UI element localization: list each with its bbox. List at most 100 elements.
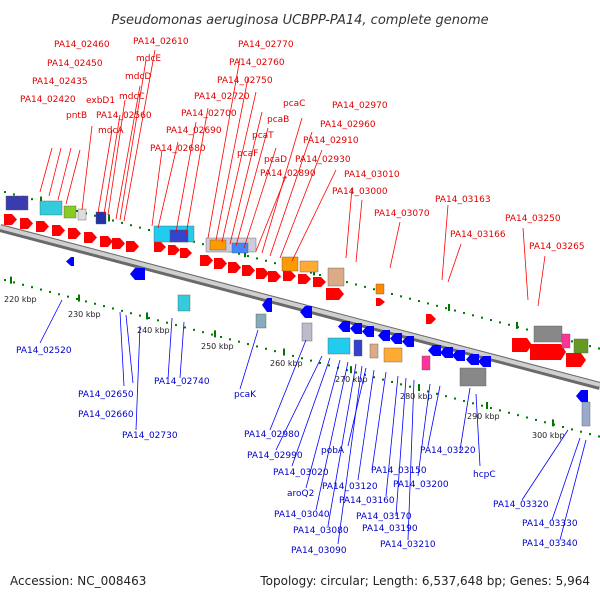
domain-box bbox=[327, 337, 351, 355]
major-tick bbox=[244, 250, 246, 258]
reverse-gene-arrow bbox=[576, 390, 588, 402]
track-dot bbox=[139, 226, 141, 229]
forward-gene-arrow bbox=[100, 236, 113, 247]
major-tick bbox=[486, 401, 488, 409]
track-dot bbox=[373, 376, 375, 379]
gene-label: PA14_02435 bbox=[32, 77, 88, 87]
forward-gene-arrow bbox=[200, 255, 213, 266]
domain-box bbox=[459, 367, 487, 387]
forward-gene-labels: PA14_02460 PA14_02610 PA14_02770 PA14_02… bbox=[20, 37, 585, 252]
label-leader bbox=[417, 383, 431, 477]
label-leader bbox=[357, 369, 375, 481]
track-dot bbox=[400, 383, 402, 386]
track-dot bbox=[139, 314, 141, 317]
label-leader bbox=[395, 377, 407, 517]
track-dot bbox=[319, 362, 321, 365]
track-dot bbox=[202, 243, 204, 246]
gene-label: PA14_03090 bbox=[291, 546, 347, 556]
domain-box bbox=[169, 229, 189, 243]
gene-label: PA14_03330 bbox=[522, 519, 578, 529]
track-dot bbox=[274, 350, 276, 353]
gene-features bbox=[4, 195, 591, 427]
major-tick bbox=[10, 276, 12, 284]
track-dot bbox=[94, 302, 96, 305]
domain-box bbox=[581, 401, 591, 427]
track-dot bbox=[58, 293, 60, 296]
reverse-gene-arrow bbox=[262, 298, 272, 312]
label-leader bbox=[447, 243, 462, 283]
label-leader bbox=[243, 147, 277, 249]
track-dot bbox=[238, 252, 240, 255]
track-dot bbox=[121, 221, 123, 224]
domain-box bbox=[301, 322, 313, 342]
track-dot bbox=[535, 418, 537, 421]
label-leader bbox=[48, 147, 62, 197]
domain-box bbox=[327, 267, 345, 287]
track-dot bbox=[454, 397, 456, 400]
label-leader bbox=[475, 393, 481, 467]
track-dot bbox=[130, 312, 132, 315]
track-dot bbox=[247, 343, 249, 346]
map-title: Pseudomonas aeruginosa UCBPP-PA14, compl… bbox=[111, 13, 488, 28]
forward-gene-arrow bbox=[530, 344, 566, 360]
track-dot bbox=[346, 281, 348, 284]
scale-label-270: 270 kbp bbox=[335, 375, 368, 384]
major-tick bbox=[350, 366, 352, 374]
label-leader bbox=[407, 379, 415, 541]
track-dot bbox=[292, 354, 294, 357]
gene-label: mdcC bbox=[119, 92, 145, 102]
forward-gene-arrow bbox=[283, 271, 296, 281]
track-dot bbox=[166, 321, 168, 324]
track-dot bbox=[526, 328, 528, 331]
track-dot bbox=[481, 316, 483, 319]
gene-label: PA14_02460 bbox=[54, 40, 110, 50]
forward-gene-arrow bbox=[242, 265, 255, 276]
track-dot bbox=[562, 425, 564, 428]
reverse-gene-arrow bbox=[466, 354, 479, 365]
track-dot bbox=[526, 416, 528, 419]
label-leader bbox=[279, 149, 323, 259]
forward-gene-arrow bbox=[20, 218, 33, 229]
gene-label: PA14_03250 bbox=[505, 214, 561, 224]
genome-summary: Topology: circular; Length: 6,537,648 bp… bbox=[259, 574, 590, 588]
track-dot bbox=[265, 347, 267, 350]
reverse-gene-arrow bbox=[428, 345, 441, 356]
gene-label: PA14_03120 bbox=[322, 482, 378, 492]
forward-gene-arrow bbox=[566, 353, 586, 367]
track-dot bbox=[13, 193, 15, 196]
gene-label: PA14_02560 bbox=[96, 111, 152, 121]
track-dot bbox=[112, 307, 114, 310]
track-dot bbox=[229, 338, 231, 341]
track-dot bbox=[310, 359, 312, 362]
track-dot bbox=[589, 433, 591, 436]
gene-label: PA14_02760 bbox=[229, 58, 285, 68]
label-leader bbox=[291, 169, 337, 262]
gene-label: exbD1 bbox=[86, 96, 115, 106]
label-leader bbox=[305, 359, 341, 489]
label-leader bbox=[65, 149, 81, 205]
label-leader bbox=[39, 147, 53, 193]
gene-label: PA14_03166 bbox=[450, 230, 506, 240]
gene-label: PA14_02450 bbox=[47, 59, 103, 69]
track-dot bbox=[364, 373, 366, 376]
major-tick bbox=[516, 321, 518, 329]
track-dot bbox=[481, 404, 483, 407]
track-dot bbox=[580, 430, 582, 433]
scale-label-280: 280 kbp bbox=[400, 392, 433, 401]
domain-box bbox=[369, 343, 379, 359]
track-dot bbox=[148, 228, 150, 231]
label-leader bbox=[119, 59, 147, 221]
label-leader bbox=[291, 357, 331, 467]
gene-label: pobA bbox=[321, 446, 345, 456]
forward-gene-arrow bbox=[4, 214, 17, 225]
track-dot bbox=[85, 300, 87, 303]
domain-box bbox=[383, 347, 403, 363]
track-dot bbox=[184, 326, 186, 329]
label-leader bbox=[559, 439, 587, 541]
track-dot bbox=[301, 357, 303, 360]
gene-label: PA14_02990 bbox=[247, 451, 303, 461]
reverse-gene-arrow bbox=[66, 257, 74, 266]
reverse-gene-arrow bbox=[338, 321, 350, 332]
gene-label: PA14_03020 bbox=[273, 468, 329, 478]
